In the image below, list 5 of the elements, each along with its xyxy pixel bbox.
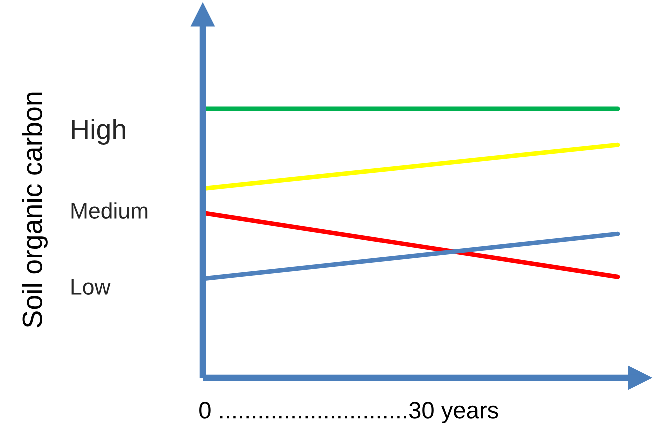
x-axis-title: 0 .............................30 years [200, 402, 498, 424]
annotation: High [72, 119, 126, 145]
annotation: Medium [72, 202, 148, 219]
annotation: Low [72, 279, 111, 295]
y-axis-title: Soil organic carbon [22, 92, 48, 328]
